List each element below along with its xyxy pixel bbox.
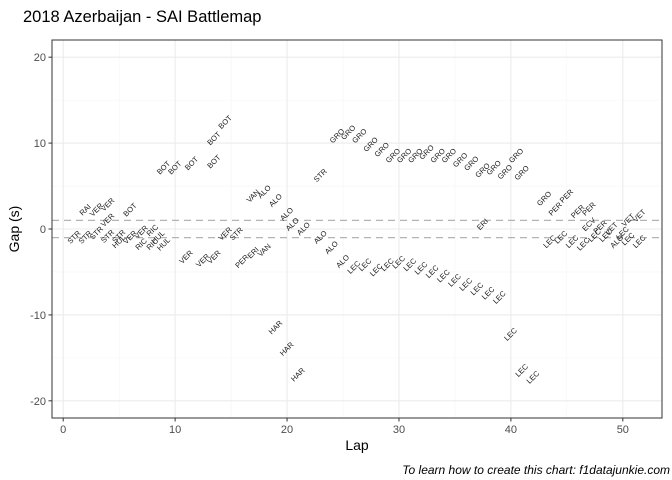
point-label-gro: GRO [507,146,526,165]
x-tick-label: 50 [617,424,629,436]
point-label-per: PER [580,200,598,218]
point-label-bot: BOT [216,113,234,131]
y-axis-title: Gap (s) [6,206,22,253]
y-tick-label: 0 [40,224,46,236]
point-label-har: HAR [267,318,285,336]
chart-title: 2018 Azerbaijan - SAI Battlemap [23,8,261,26]
point-label-alo: ALO [312,229,329,246]
x-tick-label: 0 [60,424,66,436]
point-label-ver: VER [177,248,195,266]
x-axis-title: Lap [345,437,369,453]
point-labels: STRRAISTRVERSTRVERVERSTRSTRHULVERBOTVERR… [66,113,648,385]
point-label-bot: BOT [121,201,139,219]
point-label-vet: VET [631,207,648,224]
point-label-har: HAR [289,365,307,383]
point-label-gro: GRO [513,163,532,182]
y-tick-label: -10 [30,310,46,322]
axes: 0 10 20 30 40 50 -20 -10 0 10 20 [30,52,629,436]
point-label-ver: VER [99,211,117,229]
y-tick-label: -20 [30,396,46,408]
chart-caption: To learn how to create this chart: f1dat… [402,463,670,477]
point-label-str: STR [312,166,329,183]
point-label-gro: GRO [535,189,554,208]
point-label-lec: LEC [502,326,519,343]
x-tick-label: 40 [505,424,517,436]
point-label-alo: ALO [323,239,340,256]
x-tick-label: 10 [169,424,181,436]
x-tick-label: 30 [393,424,405,436]
point-label-van: VAN [256,242,273,259]
point-label-bot: BOT [166,159,184,177]
y-tick-label: 10 [34,138,46,150]
point-label-bot: BOT [183,154,201,172]
point-label-alo: ALO [256,183,273,200]
point-label-har: HAR [278,340,296,358]
point-label-ver: VER [99,196,117,214]
point-label-eri: ERI [475,217,490,232]
y-tick-label: 20 [34,52,46,64]
reference-lines [52,219,662,239]
point-label-bot: BOT [205,130,223,148]
x-tick-label: 20 [281,424,293,436]
point-label-ver: VER [205,248,223,266]
point-label-per: PER [558,187,576,205]
grid-layer [52,40,662,418]
point-label-alo: ALO [267,192,284,209]
point-label-str: STR [228,225,245,242]
point-label-bot: BOT [205,153,223,171]
